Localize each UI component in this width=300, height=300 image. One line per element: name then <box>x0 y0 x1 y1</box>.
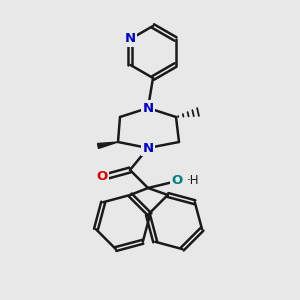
Text: N: N <box>125 32 136 46</box>
Text: ·H: ·H <box>187 175 200 188</box>
Text: N: N <box>142 101 154 115</box>
Text: O: O <box>171 175 183 188</box>
Polygon shape <box>98 142 118 148</box>
Text: N: N <box>142 142 154 154</box>
Text: O: O <box>96 169 108 182</box>
